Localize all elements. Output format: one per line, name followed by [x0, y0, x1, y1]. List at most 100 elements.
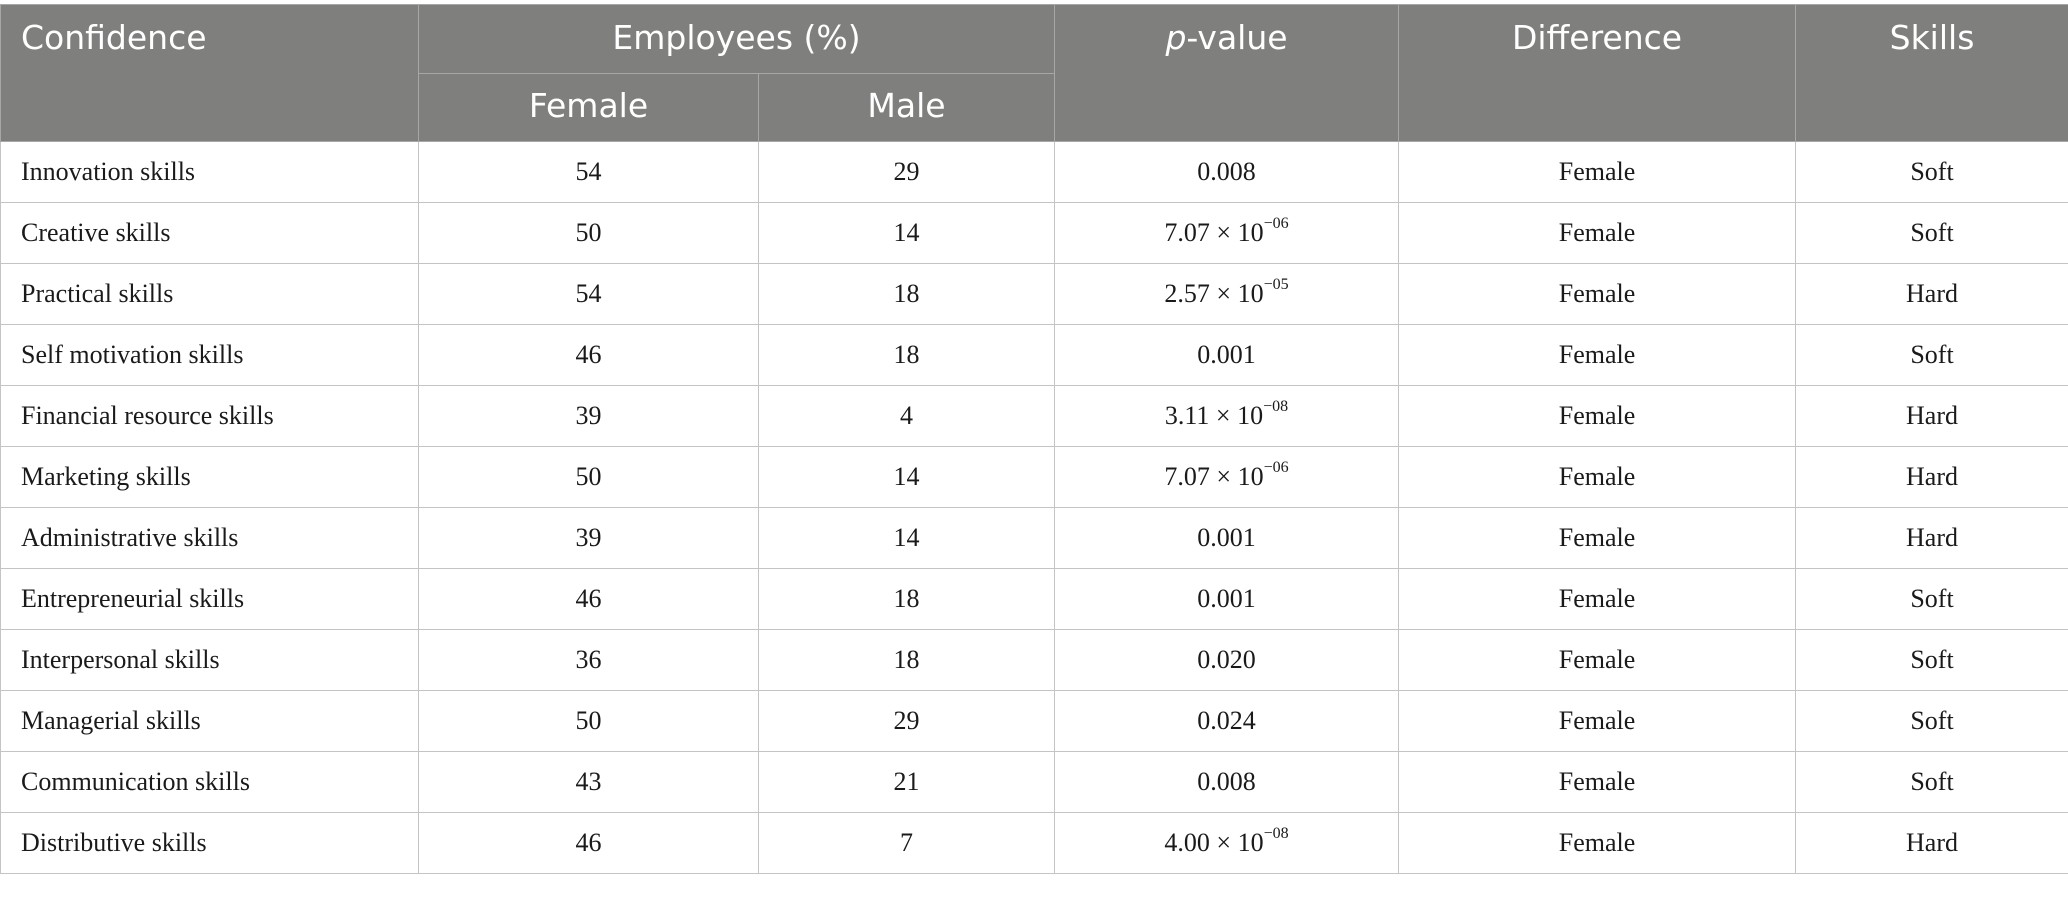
cell-p-value: 0.024 [1054, 690, 1400, 752]
cell-skill-type: Soft [1795, 324, 2068, 386]
cell-female-percent: 46 [418, 812, 759, 874]
cell-skill-type: Soft [1795, 751, 2068, 813]
header-difference: Difference [1398, 4, 1797, 142]
header-confidence: Confidence [0, 4, 419, 142]
table-row: Marketing skills 50 14 7.07 × 10−06 Female Ha… [0, 446, 2068, 508]
table-row: Entrepreneurial skills 46 18 0.001 Female Sof… [0, 568, 2068, 630]
cell-p-value: 0.008 [1054, 751, 1400, 813]
header-p-value: p-value [1054, 4, 1400, 142]
p-value-base: 0.020 [1197, 645, 1256, 674]
p-value-base: 0.008 [1197, 157, 1256, 186]
cell-difference: Female [1398, 507, 1797, 569]
table-row: Practical skills 54 18 2.57 × 10−05 Female Ha… [0, 263, 2068, 325]
cell-male-percent: 18 [757, 263, 1056, 325]
p-italic-label: p [1165, 18, 1187, 57]
cell-difference: Female [1398, 629, 1797, 691]
cell-p-value: 0.001 [1054, 568, 1400, 630]
p-value-exponent: −06 [1263, 459, 1289, 476]
p-value-base: 0.001 [1197, 584, 1256, 613]
table-row: Financial resource skills 39 4 3.11 × 10−08… [0, 385, 2068, 447]
cell-female-percent: 50 [418, 690, 759, 752]
cell-female-percent: 50 [418, 202, 759, 264]
table-row: Communication skills 43 21 0.008 Female Soft [0, 751, 2068, 813]
cell-confidence-label: Innovation skills [0, 141, 419, 203]
p-value-exponent: −08 [1263, 825, 1289, 842]
cell-male-percent: 29 [757, 141, 1056, 203]
cell-male-percent: 18 [757, 568, 1056, 630]
cell-p-value: 3.11 × 10−08 [1054, 385, 1400, 447]
cell-p-value: 7.07 × 10−06 [1054, 446, 1400, 508]
cell-female-percent: 46 [418, 324, 759, 386]
cell-skill-type: Soft [1795, 629, 2068, 691]
cell-skill-type: Soft [1795, 568, 2068, 630]
cell-male-percent: 7 [757, 812, 1056, 874]
p-value-base: 2.57 × 10 [1164, 279, 1264, 308]
cell-female-percent: 54 [418, 263, 759, 325]
cell-confidence-label: Managerial skills [0, 690, 419, 752]
cell-difference: Female [1398, 690, 1797, 752]
cell-male-percent: 21 [757, 751, 1056, 813]
cell-difference: Female [1398, 812, 1797, 874]
cell-p-value: 0.001 [1054, 324, 1400, 386]
cell-female-percent: 43 [418, 751, 759, 813]
cell-male-percent: 14 [757, 202, 1056, 264]
cell-skill-type: Hard [1795, 446, 2068, 508]
cell-female-percent: 54 [418, 141, 759, 203]
cell-female-percent: 39 [418, 385, 759, 447]
cell-difference: Female [1398, 751, 1797, 813]
cell-female-percent: 39 [418, 507, 759, 569]
header-female: Female [418, 73, 759, 142]
table-row: Self motivation skills 46 18 0.001 Female Sof… [0, 324, 2068, 386]
table-body: Innovation skills 54 29 0.008 Female Soft Crea… [0, 141, 2068, 874]
cell-p-value: 0.020 [1054, 629, 1400, 691]
cell-male-percent: 14 [757, 446, 1056, 508]
cell-p-value: 0.008 [1054, 141, 1400, 203]
p-value-base: 4.00 × 10 [1164, 828, 1264, 857]
table-row: Managerial skills 50 29 0.024 Female Soft [0, 690, 2068, 752]
cell-skill-type: Hard [1795, 385, 2068, 447]
p-value-base: 0.008 [1197, 767, 1256, 796]
confidence-skills-table: Confidence Employees (%) p-value Differe… [0, 4, 2068, 874]
cell-p-value: 4.00 × 10−08 [1054, 812, 1400, 874]
cell-confidence-label: Practical skills [0, 263, 419, 325]
table-row: Distributive skills 46 7 4.00 × 10−08 Female… [0, 812, 2068, 874]
cell-female-percent: 36 [418, 629, 759, 691]
cell-confidence-label: Administrative skills [0, 507, 419, 569]
cell-difference: Female [1398, 141, 1797, 203]
results-table-container: Confidence Employees (%) p-value Differe… [0, 4, 2068, 874]
cell-skill-type: Soft [1795, 141, 2068, 203]
cell-skill-type: Soft [1795, 690, 2068, 752]
cell-difference: Female [1398, 263, 1797, 325]
table-row: Interpersonal skills 36 18 0.020 Female Soft [0, 629, 2068, 691]
p-value-base: 0.001 [1197, 340, 1256, 369]
cell-male-percent: 29 [757, 690, 1056, 752]
cell-difference: Female [1398, 324, 1797, 386]
table-row: Creative skills 50 14 7.07 × 10−06 Female Sof… [0, 202, 2068, 264]
cell-confidence-label: Communication skills [0, 751, 419, 813]
cell-p-value: 0.001 [1054, 507, 1400, 569]
header-skills: Skills [1795, 4, 2068, 142]
table-row: Administrative skills 39 14 0.001 Female Hard [0, 507, 2068, 569]
cell-p-value: 2.57 × 10−05 [1054, 263, 1400, 325]
cell-skill-type: Hard [1795, 812, 2068, 874]
cell-female-percent: 50 [418, 446, 759, 508]
cell-female-percent: 46 [418, 568, 759, 630]
cell-male-percent: 14 [757, 507, 1056, 569]
cell-confidence-label: Entrepreneurial skills [0, 568, 419, 630]
cell-male-percent: 4 [757, 385, 1056, 447]
p-value-base: 0.024 [1197, 706, 1256, 735]
p-value-base: 7.07 × 10 [1164, 462, 1264, 491]
cell-skill-type: Soft [1795, 202, 2068, 264]
p-value-base: 3.11 × 10 [1164, 401, 1264, 430]
header-male: Male [757, 73, 1056, 142]
cell-skill-type: Hard [1795, 507, 2068, 569]
header-employees: Employees (%) [417, 4, 1056, 74]
cell-confidence-label: Self motivation skills [0, 324, 419, 386]
p-value-base: 7.07 × 10 [1164, 218, 1264, 247]
cell-confidence-label: Creative skills [0, 202, 419, 264]
cell-confidence-label: Financial resource skills [0, 385, 419, 447]
cell-p-value: 7.07 × 10−06 [1054, 202, 1400, 264]
p-value-exponent: −06 [1263, 215, 1289, 232]
p-value-suffix: -value [1186, 18, 1288, 57]
cell-difference: Female [1398, 202, 1797, 264]
